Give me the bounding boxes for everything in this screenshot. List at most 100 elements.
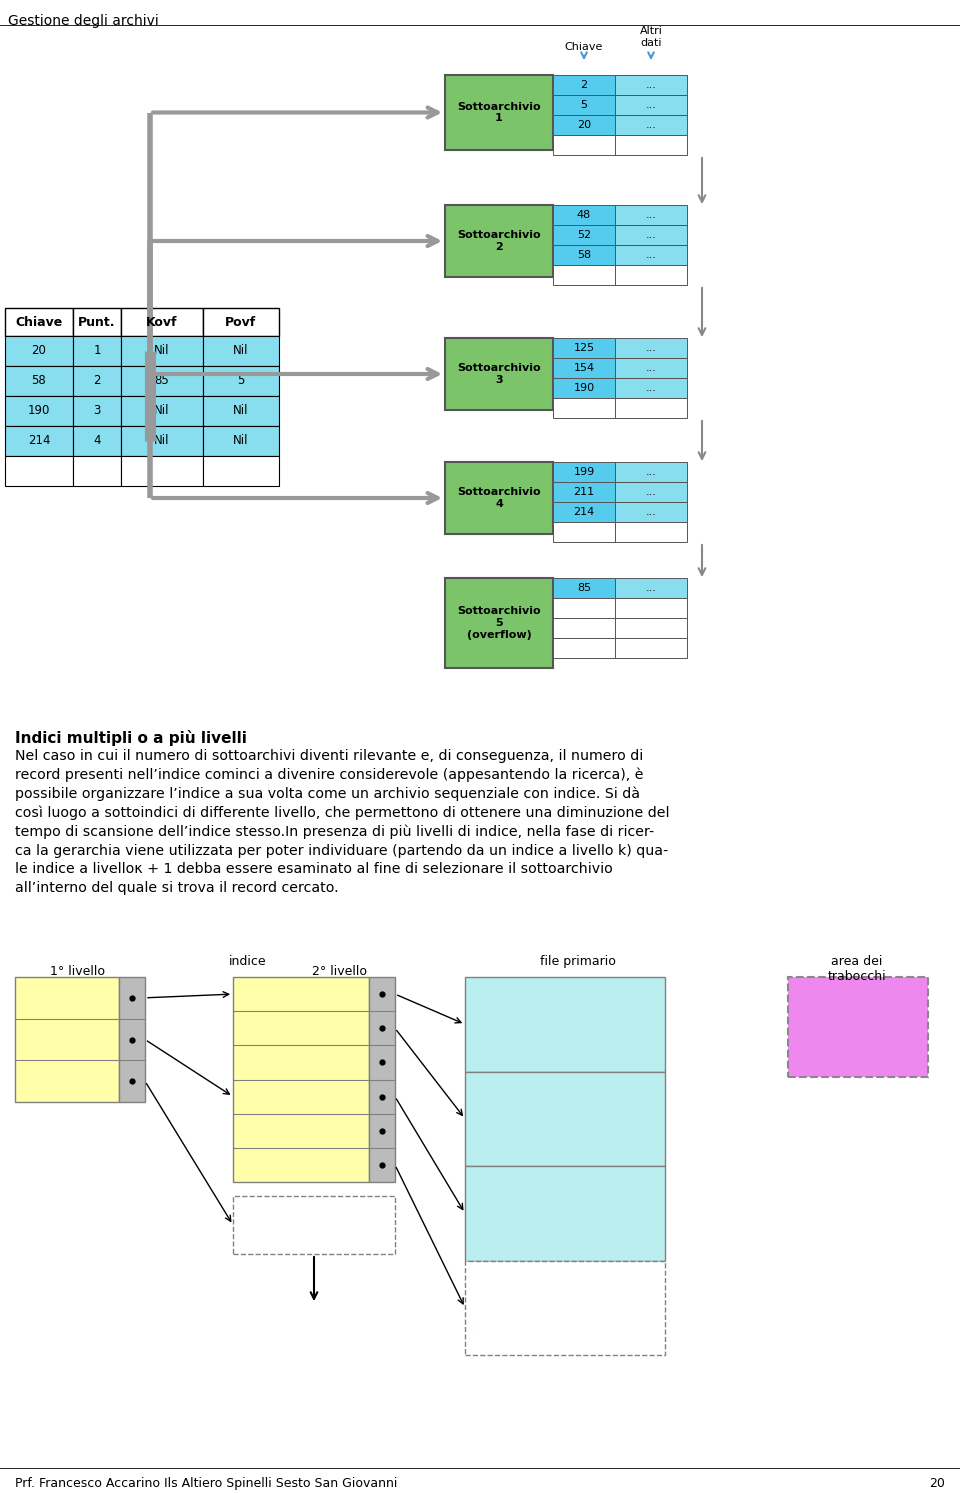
Text: 190: 190 — [28, 405, 50, 418]
Text: 199: 199 — [573, 467, 594, 476]
Bar — [553, 264, 615, 285]
Bar — [615, 378, 687, 399]
Bar — [553, 225, 615, 245]
Bar — [615, 482, 687, 502]
Text: 5: 5 — [237, 375, 245, 388]
Bar — [615, 264, 687, 285]
Bar — [73, 455, 121, 487]
Text: 214: 214 — [28, 434, 50, 448]
Bar — [445, 205, 553, 278]
Text: ...: ... — [645, 582, 657, 593]
Bar — [553, 96, 615, 115]
Text: 20: 20 — [577, 119, 591, 130]
Text: 58: 58 — [577, 249, 591, 260]
Bar — [233, 976, 369, 1182]
Bar — [553, 205, 615, 225]
Text: Prf. Francesco Accarino Ils Altiero Spinelli Sesto San Giovanni: Prf. Francesco Accarino Ils Altiero Spin… — [15, 1477, 397, 1490]
Bar — [203, 455, 279, 487]
Text: Sottoarchivio
1: Sottoarchivio 1 — [457, 102, 540, 124]
Bar — [465, 1260, 665, 1356]
Bar — [615, 205, 687, 225]
Bar — [5, 308, 73, 336]
Bar — [615, 225, 687, 245]
Bar — [553, 399, 615, 418]
Bar — [615, 638, 687, 658]
Text: 58: 58 — [32, 375, 46, 388]
Bar — [5, 366, 73, 396]
Bar — [615, 618, 687, 638]
Text: ...: ... — [645, 249, 657, 260]
Text: Kovf: Kovf — [146, 315, 178, 328]
Bar — [553, 378, 615, 399]
Text: ...: ... — [645, 508, 657, 517]
Bar — [615, 245, 687, 264]
Bar — [445, 75, 553, 149]
Bar — [73, 426, 121, 455]
Text: 2: 2 — [93, 375, 101, 388]
Bar — [203, 396, 279, 426]
Bar — [615, 399, 687, 418]
Bar — [553, 337, 615, 358]
Text: Chiave: Chiave — [15, 315, 62, 328]
Bar — [553, 75, 615, 96]
Bar — [553, 523, 615, 542]
Bar — [553, 502, 615, 523]
Text: Sottoarchivio
3: Sottoarchivio 3 — [457, 363, 540, 385]
Bar — [121, 336, 203, 366]
Text: area dei
trabocchi: area dei trabocchi — [828, 956, 886, 982]
Bar — [615, 115, 687, 134]
Text: indice: indice — [229, 956, 267, 967]
Text: ...: ... — [645, 467, 657, 476]
Bar — [203, 308, 279, 336]
Bar — [553, 638, 615, 658]
Text: Punt.: Punt. — [79, 315, 116, 328]
Bar — [73, 396, 121, 426]
Text: ...: ... — [645, 211, 657, 219]
Text: 214: 214 — [573, 508, 594, 517]
Text: ...: ... — [645, 100, 657, 110]
Bar — [553, 482, 615, 502]
Text: 211: 211 — [573, 487, 594, 497]
Bar — [121, 426, 203, 455]
Bar — [203, 426, 279, 455]
Bar — [73, 366, 121, 396]
Text: 20: 20 — [32, 345, 46, 357]
Text: 48: 48 — [577, 211, 591, 219]
Text: Gestione degli archivi: Gestione degli archivi — [8, 13, 158, 28]
Text: ...: ... — [645, 363, 657, 373]
Bar — [465, 1166, 665, 1260]
Bar — [203, 366, 279, 396]
Text: Nil: Nil — [233, 405, 249, 418]
Bar — [121, 455, 203, 487]
Bar — [5, 455, 73, 487]
Bar — [553, 245, 615, 264]
Text: 20: 20 — [929, 1477, 945, 1490]
Bar — [553, 115, 615, 134]
Bar — [233, 1196, 395, 1254]
Bar — [15, 976, 119, 1102]
Bar — [121, 366, 203, 396]
Bar — [615, 75, 687, 96]
Text: 3: 3 — [93, 405, 101, 418]
Bar — [615, 578, 687, 599]
Text: ...: ... — [645, 119, 657, 130]
Bar — [445, 461, 553, 534]
Text: 4: 4 — [93, 434, 101, 448]
Text: 85: 85 — [155, 375, 169, 388]
Text: 1: 1 — [93, 345, 101, 357]
Bar — [5, 336, 73, 366]
Bar — [553, 461, 615, 482]
Text: ...: ... — [645, 487, 657, 497]
Text: ...: ... — [645, 230, 657, 240]
Bar — [5, 396, 73, 426]
Text: 2° livello: 2° livello — [313, 964, 368, 978]
Bar — [73, 336, 121, 366]
Text: Indici multipli o a più livelli: Indici multipli o a più livelli — [15, 730, 247, 746]
Text: 52: 52 — [577, 230, 591, 240]
Bar — [121, 396, 203, 426]
Bar — [615, 461, 687, 482]
Bar — [445, 578, 553, 667]
Bar — [553, 358, 615, 378]
Text: ...: ... — [645, 81, 657, 90]
Text: Nil: Nil — [155, 345, 170, 357]
